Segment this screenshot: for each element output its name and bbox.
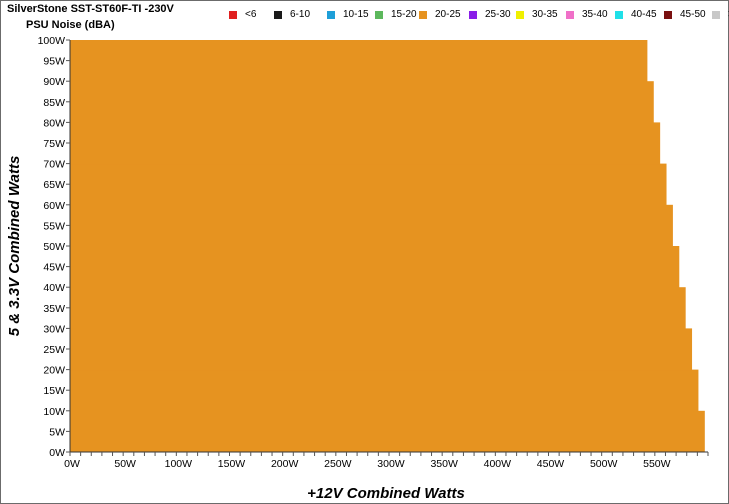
legend-swatch [274, 11, 282, 19]
legend-swatch [712, 11, 720, 19]
legend-label: 10-15 [343, 9, 369, 20]
legend-swatch [327, 11, 335, 19]
legend-swatch [664, 11, 672, 19]
legend-label: 20-25 [435, 9, 461, 20]
chart-subtitle: PSU Noise (dBA) [26, 19, 115, 31]
legend-swatch [615, 11, 623, 19]
legend-swatch [229, 11, 237, 19]
legend-label: 25-30 [485, 9, 511, 20]
legend-swatch [375, 11, 383, 19]
legend-swatch [469, 11, 477, 19]
legend-label: 30-35 [532, 9, 558, 20]
legend-swatch [566, 11, 574, 19]
legend-label: 35-40 [582, 9, 608, 20]
legend-label: 45-50 [680, 9, 706, 20]
legend-label: <6 [245, 9, 257, 20]
legend-swatch [516, 11, 524, 19]
chart-title: SilverStone SST-ST60F-TI -230V [7, 3, 174, 15]
legend-swatch [419, 11, 427, 19]
legend-label: 40-45 [631, 9, 657, 20]
legend-label: 15-20 [391, 9, 417, 20]
legend-label: 6-10 [290, 9, 311, 20]
